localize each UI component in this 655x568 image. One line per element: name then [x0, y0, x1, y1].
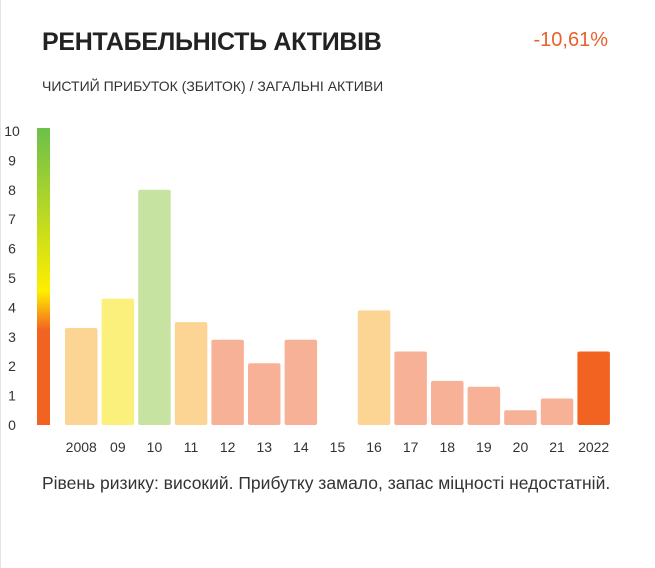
x-tick-label: 14	[293, 439, 309, 455]
x-tick-label: 19	[476, 439, 492, 455]
bar[interactable]	[431, 380, 464, 425]
x-tick-label: 2022	[578, 439, 609, 455]
bars	[65, 189, 610, 426]
bar[interactable]	[504, 410, 537, 425]
current-value: -10,61%	[533, 29, 609, 51]
y-tick-label: 4	[8, 299, 16, 315]
bar[interactable]	[248, 363, 281, 425]
chart-subtitle: ЧИСТИЙ ПРИБУТОК (ЗБИТОК) / ЗАГАЛЬНІ АКТИ…	[42, 78, 384, 94]
risk-scale-bar	[37, 128, 50, 425]
x-tick-label: 20	[513, 439, 529, 455]
y-axis: 0 1 2 3 4 5 6 7 8 9 10	[4, 123, 20, 433]
y-tick-label: 0	[8, 417, 16, 433]
bar[interactable]	[174, 322, 208, 425]
y-tick-label: 1	[8, 388, 16, 404]
x-tick-label: 18	[439, 439, 455, 455]
bar[interactable]	[467, 386, 501, 425]
x-tick-label: 12	[220, 439, 236, 455]
y-tick-label: 3	[8, 329, 16, 345]
x-tick-label: 21	[549, 439, 565, 455]
chart-title: РЕНТАБЕЛЬНІСТЬ АКТИВІВ	[42, 28, 382, 56]
y-tick-label: 9	[8, 152, 16, 168]
bar[interactable]	[394, 351, 427, 426]
x-tick-label: 10	[147, 439, 163, 455]
bar[interactable]	[357, 310, 391, 425]
x-tick-label: 09	[110, 439, 126, 455]
y-tick-label: 10	[4, 123, 20, 139]
bar[interactable]	[211, 339, 244, 425]
x-axis: 2008 09 10 11 12 13 14 15 16 17 18 19 20 21 2022	[66, 439, 610, 455]
x-tick-label: 13	[256, 439, 272, 455]
bar[interactable]	[65, 327, 98, 425]
bar[interactable]	[284, 339, 318, 425]
x-tick-label: 11	[184, 439, 199, 455]
risk-note: Рівень ризику: високий. Прибутку замало,…	[42, 473, 611, 493]
x-tick-label: 2008	[66, 439, 97, 455]
y-tick-label: 5	[8, 270, 16, 286]
y-tick-label: 2	[8, 358, 16, 374]
x-tick-label: 16	[366, 439, 382, 455]
y-tick-label: 7	[8, 211, 16, 227]
y-tick-label: 6	[8, 241, 16, 257]
card-left-border	[0, 0, 1, 568]
x-tick-label: 17	[403, 439, 419, 455]
bar[interactable]	[101, 298, 135, 425]
x-tick-label: 15	[330, 439, 346, 455]
bar[interactable]	[577, 351, 610, 426]
bar[interactable]	[540, 398, 574, 425]
bar[interactable]	[138, 189, 171, 425]
y-tick-label: 8	[8, 182, 16, 198]
